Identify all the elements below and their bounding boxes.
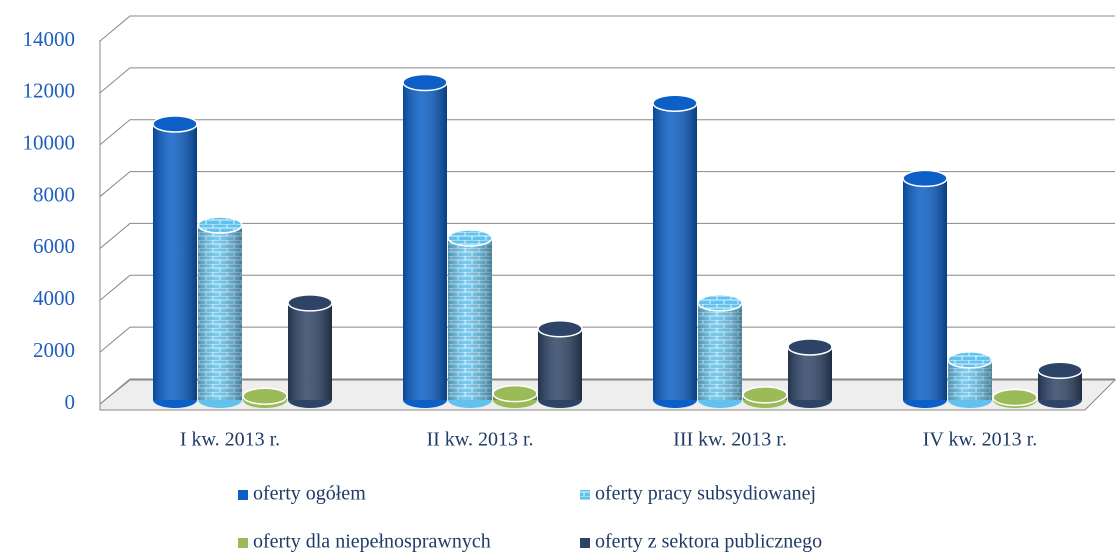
cylinder-top bbox=[152, 115, 198, 133]
y-tick-label: 2000 bbox=[33, 338, 75, 362]
cylinder-top bbox=[992, 388, 1038, 407]
legend-label: oferty z sektora publicznego bbox=[595, 531, 822, 553]
x-tick-label: II kw. 2013 r. bbox=[426, 429, 533, 451]
legend-label: oferty pracy subsydiowanej bbox=[595, 483, 816, 505]
y-tick-label: 12000 bbox=[23, 79, 76, 103]
bar-shade bbox=[653, 103, 697, 400]
grid-line bbox=[99, 222, 1115, 249]
bar-shade bbox=[403, 82, 447, 400]
cylinder bbox=[947, 351, 993, 408]
cylinder-top bbox=[787, 338, 833, 356]
y-tick-label: 6000 bbox=[33, 234, 75, 258]
grid-line bbox=[99, 274, 1115, 301]
legend-marker bbox=[238, 538, 248, 548]
cylinder bbox=[1037, 361, 1083, 408]
cylinder bbox=[652, 94, 698, 408]
cylinder bbox=[197, 216, 243, 408]
bar-shade bbox=[198, 225, 242, 400]
cylinder bbox=[742, 386, 788, 408]
cylinder bbox=[697, 294, 743, 408]
legend-label: oferty dla niepełnosprawnych bbox=[253, 531, 491, 553]
y-tick-label: 8000 bbox=[33, 182, 75, 206]
grid-line bbox=[99, 326, 1115, 353]
cylinder-top bbox=[447, 229, 493, 247]
legend-marker bbox=[580, 538, 590, 548]
legend-marker bbox=[238, 490, 248, 500]
cylinder bbox=[787, 338, 833, 408]
legend-marker bbox=[580, 490, 590, 500]
bar-shade bbox=[788, 346, 832, 400]
cylinder bbox=[992, 388, 1038, 408]
cylinder-top bbox=[652, 94, 698, 112]
cylinder-top bbox=[537, 320, 583, 338]
y-tick-label: 0 bbox=[65, 390, 76, 414]
cylinder bbox=[287, 294, 333, 408]
cylinder bbox=[902, 169, 948, 408]
cylinder bbox=[152, 115, 198, 408]
cylinder bbox=[242, 387, 288, 408]
y-tick-label: 10000 bbox=[23, 131, 76, 155]
bar-shade bbox=[153, 123, 197, 400]
cylinder bbox=[402, 73, 448, 408]
grid-line bbox=[99, 119, 1115, 146]
cylinder bbox=[537, 320, 583, 408]
legend-label: oferty ogółem bbox=[253, 483, 366, 505]
bar-shade bbox=[698, 302, 742, 400]
bar-shade bbox=[288, 302, 332, 400]
grid-line bbox=[99, 171, 1115, 197]
cylinder-top bbox=[902, 169, 948, 188]
cylinder-top bbox=[242, 387, 288, 405]
bar-shade bbox=[903, 178, 947, 400]
cylinder-top bbox=[492, 384, 538, 403]
cylinder-top bbox=[697, 294, 743, 312]
cylinder-top bbox=[947, 351, 993, 369]
x-tick-label: I kw. 2013 r. bbox=[180, 429, 280, 451]
cylinder-top bbox=[287, 294, 333, 312]
x-tick-label: IV kw. 2013 r. bbox=[923, 429, 1037, 451]
cylinder-top bbox=[402, 73, 448, 92]
cylinder-top bbox=[1037, 361, 1083, 380]
grid-line bbox=[99, 67, 1115, 94]
bar-shade bbox=[538, 328, 582, 400]
cylinder bbox=[492, 384, 538, 408]
bar-shade bbox=[448, 238, 492, 400]
x-tick-label: III kw. 2013 r. bbox=[673, 429, 787, 451]
cylinder-top bbox=[197, 216, 243, 234]
y-tick-label: 4000 bbox=[33, 286, 75, 310]
grid-line bbox=[99, 15, 1115, 42]
grid-line bbox=[99, 378, 1115, 405]
cylinder bbox=[447, 229, 493, 408]
cylinder-top bbox=[742, 386, 788, 404]
y-tick-label: 14000 bbox=[23, 27, 76, 51]
